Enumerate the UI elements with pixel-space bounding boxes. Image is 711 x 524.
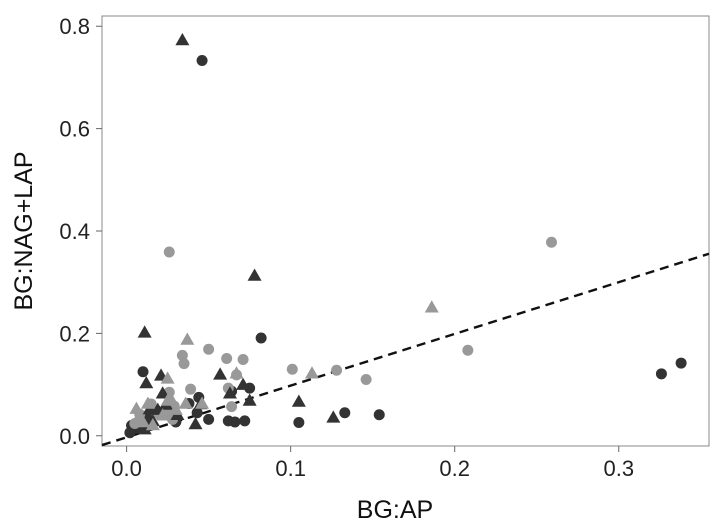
data-point-circle-light — [331, 364, 343, 376]
data-point-circle-light — [546, 236, 558, 248]
y-tick-label: 0.4 — [59, 219, 90, 244]
x-tick-label: 0.1 — [275, 456, 306, 481]
data-point-triangle-light — [168, 402, 183, 415]
data-point-triangle-dark — [188, 416, 203, 430]
data-point-triangle-light — [178, 396, 193, 409]
data-point-circle-dark — [191, 407, 203, 419]
x-tick-label: 0.2 — [439, 456, 470, 481]
data-point-triangle-light — [129, 401, 144, 414]
data-point-circle-light — [221, 352, 233, 364]
data-point-circle-light — [178, 358, 190, 370]
data-point-circle-light — [237, 353, 249, 365]
data-point-circle-dark — [137, 366, 149, 378]
data-point-circle-dark — [655, 368, 667, 380]
data-point-triangle-light — [163, 391, 178, 405]
y-axis-title: BG:NAG+LAP — [10, 151, 38, 310]
data-point-triangle-dark — [326, 410, 341, 423]
x-axis-title: BG:AP — [357, 496, 433, 524]
data-point-circle-dark — [124, 427, 136, 439]
data-point-circle-dark — [239, 415, 251, 427]
data-point-triangle-dark — [139, 376, 154, 389]
data-point-triangle-dark — [175, 33, 190, 46]
data-point-triangle-dark — [247, 268, 262, 281]
data-point-triangle-light — [195, 396, 210, 409]
x-tick-label: 0.3 — [603, 456, 634, 481]
data-point-triangle-dark — [137, 422, 152, 435]
data-point-circle-light — [226, 401, 238, 413]
data-point-circle-dark — [229, 416, 241, 428]
data-point-triangle-dark — [222, 386, 237, 399]
data-point-circle-light — [360, 373, 372, 385]
data-point-circle-light — [286, 363, 298, 375]
data-point-circle-dark — [373, 409, 385, 421]
data-point-circle-dark — [675, 357, 687, 369]
data-point-triangle-light — [131, 411, 146, 424]
data-point-circle-dark — [339, 407, 351, 419]
data-point-triangle-dark — [213, 367, 228, 380]
data-point-triangle-dark — [291, 394, 306, 407]
y-tick-label: 0.8 — [59, 14, 90, 39]
data-point-circle-dark — [196, 55, 208, 67]
data-point-triangle-light — [145, 418, 160, 431]
data-point-triangle-light — [424, 300, 439, 313]
data-point-triangle-light — [160, 371, 175, 384]
data-point-circle-dark — [203, 413, 215, 425]
reference-line — [101, 252, 710, 447]
data-point-triangle-dark — [236, 377, 251, 390]
data-point-triangle-dark — [137, 325, 152, 338]
data-point-circle-light — [462, 344, 474, 356]
data-point-triangle-dark — [155, 386, 170, 399]
plot-panel — [101, 15, 710, 447]
data-point-triangle-light — [229, 366, 244, 379]
y-tick-label: 0.6 — [59, 117, 90, 142]
data-point-circle-dark — [255, 332, 267, 344]
data-point-triangle-light — [140, 396, 155, 409]
y-tick-label: 0.0 — [59, 424, 90, 449]
data-point-circle-light — [185, 383, 197, 395]
data-point-circle-light — [203, 343, 215, 355]
data-point-circle-dark — [293, 416, 305, 428]
data-point-triangle-light — [180, 332, 195, 345]
data-point-triangle-light — [155, 408, 170, 421]
data-point-circle-light — [163, 246, 175, 258]
y-tick-label: 0.2 — [59, 321, 90, 346]
data-point-triangle-dark — [242, 393, 257, 406]
data-point-triangle-light — [304, 366, 319, 379]
x-tick-label: 0.0 — [111, 456, 142, 481]
data-point-circle-light — [176, 349, 188, 361]
